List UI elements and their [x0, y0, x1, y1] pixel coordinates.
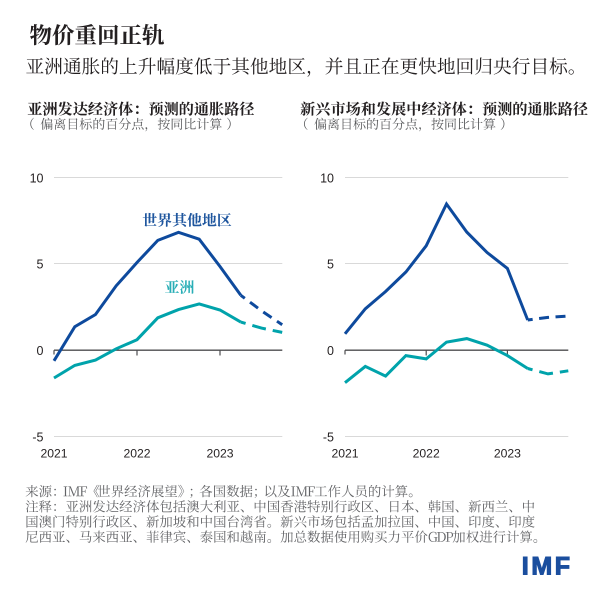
svg-text:IMF: IMF [522, 553, 573, 581]
svg-text:0: 0 [327, 344, 334, 358]
svg-text:-5: -5 [32, 430, 43, 444]
svg-text:10: 10 [320, 171, 334, 185]
svg-text:5: 5 [37, 258, 44, 272]
svg-text:2022: 2022 [413, 447, 440, 461]
svg-text:5: 5 [327, 258, 334, 272]
svg-text:0: 0 [37, 344, 44, 358]
svg-text:2023: 2023 [206, 447, 233, 461]
svg-text:10: 10 [30, 171, 44, 185]
svg-text:2023: 2023 [494, 447, 521, 461]
svg-text:2021: 2021 [40, 447, 67, 461]
svg-text:-5: -5 [323, 430, 334, 444]
svg-text:2022: 2022 [123, 447, 150, 461]
svg-text:2021: 2021 [331, 447, 358, 461]
